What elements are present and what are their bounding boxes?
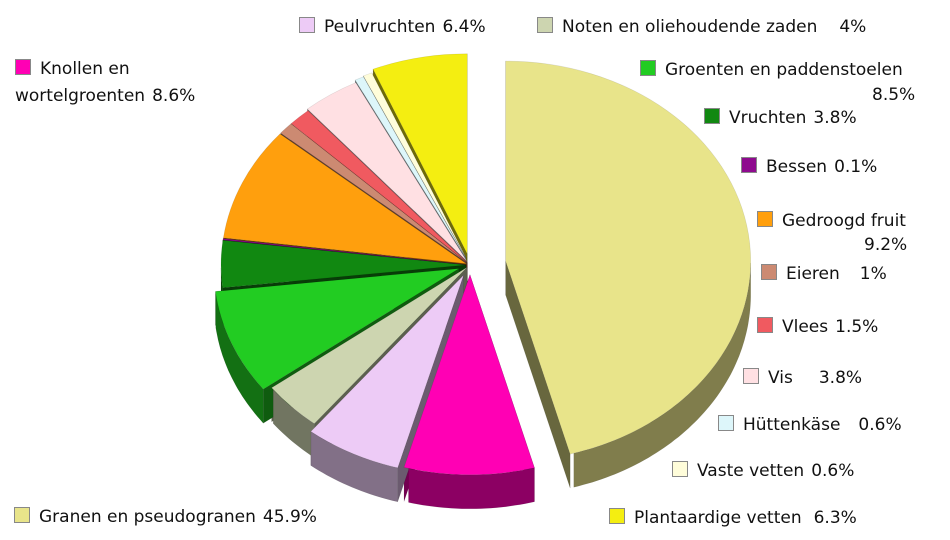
label-huttenkase: Hüttenkäse 0.6% (718, 414, 902, 436)
swatch-huttenkase (718, 415, 734, 431)
swatch-vruchten (704, 108, 720, 124)
swatch-groenten (640, 60, 656, 76)
label-gedroogd: Gedroogd fruit (757, 210, 906, 232)
slice-side-knollen-en-wortelgroenten (408, 467, 535, 510)
swatch-granen (14, 507, 30, 523)
label-text: Vis (768, 368, 793, 388)
label-pct: 1% (859, 264, 887, 284)
label-vis: Vis 3.8% (743, 367, 862, 389)
swatch-eieren (761, 264, 777, 280)
label-knollen: Knollen en (15, 58, 130, 80)
label-vlees: Vlees 1.5% (757, 316, 878, 338)
label-pct: 8.5% (872, 85, 916, 105)
label-pct: 0.6% (858, 415, 902, 435)
label-eieren: Eieren 1% (761, 263, 887, 285)
label-peulvruchten: Peulvruchten 6.4% (299, 16, 486, 38)
label-text: Noten en oliehoudende zaden (562, 17, 818, 37)
label-pct: 8.6% (152, 86, 196, 106)
slice-huttenkase (354, 76, 467, 259)
swatch-gedroogd (757, 211, 773, 227)
swatch-noten (537, 17, 553, 33)
label-text: Plantaardige vetten (634, 508, 802, 528)
slice-peulvruchten (310, 274, 464, 469)
label-pct: 6.3% (813, 508, 857, 528)
slice-vaste-vetten (362, 72, 467, 258)
label-pct: 45.9% (262, 507, 317, 527)
slice-plantaardige-vetten (372, 53, 468, 254)
label-text: Gedroogd fruit (782, 211, 906, 231)
swatch-knollen (15, 59, 31, 75)
swatch-vlees (757, 317, 773, 333)
label-text: Knollen en (40, 59, 130, 79)
label-pct: 0.6% (811, 461, 855, 481)
slice-granen-en-pseudogranen (505, 60, 751, 455)
label-pct: 4% (839, 17, 867, 37)
label-text: Vaste vetten (697, 461, 805, 481)
swatch-peulvruchten (299, 17, 315, 33)
slice-noten-en-oliehoudende-zaden (271, 267, 468, 425)
label-text: Groenten en paddenstoelen (665, 60, 903, 80)
label-plantaardige-vetten: Plantaardige vetten 6.3% (609, 507, 857, 529)
label-noten: Noten en oliehoudende zaden 4% (537, 16, 866, 38)
swatch-vis (743, 368, 759, 384)
slice-side-peulvruchten (310, 431, 398, 503)
label-pct: 0.1% (834, 157, 878, 177)
label-vaste-vetten: Vaste vetten 0.6% (672, 460, 854, 482)
label-pct: 3.8% (818, 368, 863, 388)
label-text: Granen en pseudogranen (39, 507, 256, 527)
swatch-vaste-vetten (672, 461, 688, 477)
slice-eieren (280, 123, 468, 264)
label-pct: 1.5% (835, 317, 879, 337)
swatch-bessen (741, 157, 757, 173)
label-text: Bessen (766, 157, 828, 177)
label-groenten: Groenten en paddenstoelen (640, 59, 903, 81)
slice-vis (306, 82, 467, 262)
swatch-plantaardige-vetten (609, 508, 625, 524)
slice-groenten-en-paddenstoelen (215, 268, 460, 390)
label-knollen-line2: wortelgroenten 8.6% (15, 85, 195, 107)
slice-gedroogd-fruit (223, 133, 467, 264)
label-groenten-pct: 8.5% (872, 84, 915, 106)
slice-vruchten (220, 239, 467, 289)
label-text: wortelgroenten (15, 86, 146, 106)
label-pct: 3.8% (813, 108, 857, 128)
label-text: Hüttenkäse (743, 415, 841, 435)
slice-bessen (222, 238, 467, 265)
label-pct: 6.4% (442, 17, 486, 37)
slice-vlees (290, 110, 468, 263)
label-text: Vlees (782, 317, 829, 337)
label-bessen: Bessen 0.1% (741, 156, 877, 178)
label-vruchten: Vruchten 3.8% (704, 107, 857, 129)
label-text: Peulvruchten (324, 17, 436, 37)
label-text: Eieren (786, 264, 840, 284)
label-text: Vruchten (729, 108, 807, 128)
label-gedroogd-pct: 9.2% (864, 234, 907, 256)
slice-knollen-en-wortelgroenten (403, 273, 535, 476)
label-granen: Granen en pseudogranen 45.9% (14, 506, 317, 528)
label-pct: 9.2% (864, 235, 908, 255)
